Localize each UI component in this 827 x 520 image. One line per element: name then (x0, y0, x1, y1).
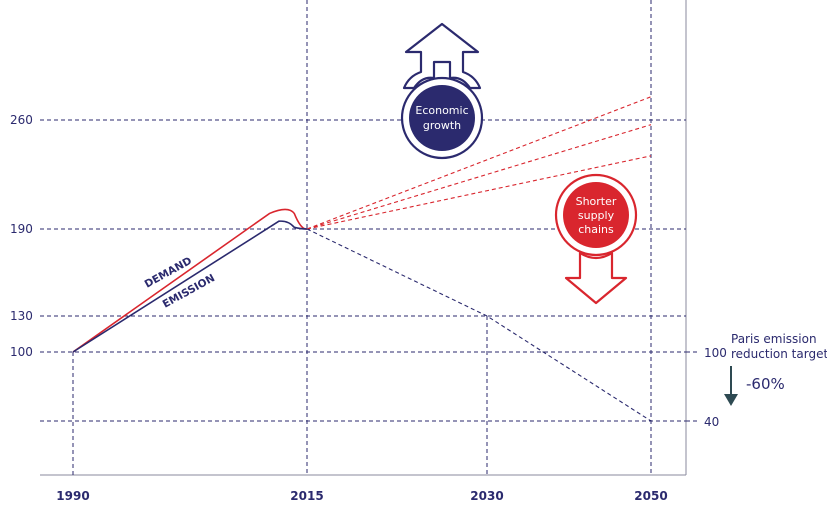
y-tick-label: 130 (10, 309, 33, 323)
scenario-lines (306, 96, 652, 422)
growth-badge (409, 85, 475, 151)
y-tick-label-right: 100 (704, 346, 727, 360)
grid-lines (40, 0, 700, 475)
x-tick-label: 2030 (470, 489, 503, 503)
growth-label-line1: Economic (415, 104, 468, 117)
series-lines (72, 208, 308, 353)
scenario-line-mid (306, 124, 652, 230)
supply-label-line3: chains (578, 223, 614, 236)
scenario-line-emission-target (306, 228, 652, 422)
scenario-line-high (306, 96, 652, 230)
x-tick-label: 2050 (634, 489, 667, 503)
y-tick-label: 100 (10, 345, 33, 359)
y-tick-label: 190 (10, 222, 33, 236)
x-tick-label: 2015 (290, 489, 323, 503)
paris-change-value: -60% (746, 375, 785, 393)
arrow-down-icon (724, 366, 738, 406)
x-tick-label: 1990 (56, 489, 89, 503)
series-line-demand (72, 208, 308, 353)
tick-labels: 1990 2015 2030 2050 100 130 190 260 100 40 (10, 113, 727, 503)
supply-label-line2: supply (578, 209, 615, 222)
growth-label-line2: growth (423, 119, 461, 132)
supply-label-line1: Shorter (576, 195, 617, 208)
series-line-emission (72, 220, 308, 353)
paris-title-line2: reduction target (731, 347, 827, 361)
y-tick-label-right: 40 (704, 415, 719, 429)
supply-badge (563, 182, 629, 248)
scenario-line-low (306, 155, 652, 230)
paris-title-line1: Paris emission (731, 332, 817, 346)
y-tick-label: 260 (10, 113, 33, 127)
